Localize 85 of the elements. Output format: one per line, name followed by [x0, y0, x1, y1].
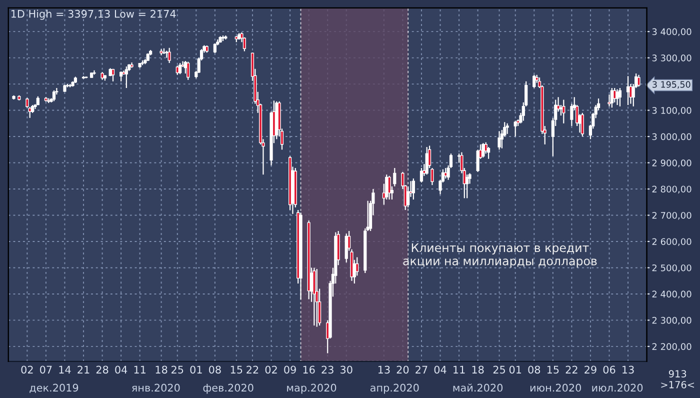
x-tick-label: 15	[547, 366, 559, 374]
x-tick-label: 02	[265, 366, 277, 374]
y-tick-label: 3 400,00	[652, 28, 692, 36]
x-tick-label: 09	[284, 366, 296, 374]
x-tick-label: 29	[584, 366, 596, 374]
x2-tick-label: янв.2020	[132, 384, 180, 392]
x-tick-label: 18	[472, 366, 484, 374]
x-tick-label: 13	[622, 366, 634, 374]
candlestick	[168, 47, 171, 64]
candlestick	[580, 112, 584, 138]
x-tick-label: 14	[59, 366, 71, 374]
candlestick	[486, 146, 490, 160]
x2-tick-label: май.2020	[453, 384, 503, 392]
x-tick-label: 16	[303, 366, 315, 374]
x-tick-label: 04	[115, 366, 128, 374]
candlestick	[532, 74, 536, 89]
candlestick	[412, 178, 415, 200]
chart-title: 1D High = 3397,13 Low = 2174	[11, 10, 176, 20]
candlestick	[514, 120, 517, 138]
x-tick-label: 06	[603, 366, 616, 374]
y-tick-label: 2 500,00	[652, 264, 692, 272]
y-tick-label: 2 400,00	[652, 290, 692, 298]
candlestick	[616, 88, 619, 106]
x-tick-label: 11	[134, 366, 146, 374]
x2-tick-label: июн.2020	[530, 384, 581, 392]
y-tick-label: 3 100,00	[652, 107, 692, 115]
candlestick	[506, 122, 509, 134]
y-tick-label: 2 900,00	[652, 159, 692, 168]
candlestick	[562, 99, 566, 124]
candlestick	[242, 36, 246, 52]
x-tick-label: 21	[78, 366, 90, 374]
x2-tick-label: июл.2020	[592, 384, 643, 392]
x-tick-label: 08	[528, 366, 540, 374]
x-tick-label: 11	[454, 366, 465, 374]
candlestick	[393, 167, 396, 187]
candlestick	[124, 66, 128, 89]
y-tick-label: 2 700,00	[652, 212, 692, 220]
candlestick	[111, 68, 115, 82]
x-tick-label: 01	[190, 366, 202, 374]
candlestick	[444, 167, 448, 180]
candlestick	[312, 267, 316, 326]
candlestick	[92, 70, 96, 76]
x-tick-label: 02	[21, 366, 33, 374]
x2-tick-label: фев.2020	[203, 384, 254, 394]
x-tick-label: 08	[209, 366, 221, 374]
x-tick-label: 25	[493, 366, 505, 374]
x2-tick-label: мар.2020	[287, 384, 336, 394]
x-tick-label: 22	[566, 366, 578, 374]
x-tick-label: 22	[246, 366, 258, 374]
y-tick-label: 2 600,00	[652, 238, 692, 246]
candlestick	[52, 90, 56, 102]
candlestick	[637, 74, 640, 88]
candlestick	[26, 97, 29, 108]
x-tick-label: 18	[156, 366, 168, 374]
annotation: 3 195,50	[652, 81, 690, 89]
y-tick-label: 2 800,00	[652, 186, 692, 194]
x-tick-label: 28	[96, 366, 108, 374]
y-tick-label: 2 300,00	[652, 316, 692, 325]
candlestick	[315, 268, 318, 328]
candlestick	[186, 61, 190, 80]
x-tick-label: 20	[396, 366, 409, 374]
candlestick	[618, 87, 622, 107]
x-tick-label: 30	[340, 366, 352, 374]
candlestick	[178, 62, 182, 75]
candlestick	[420, 167, 424, 183]
candlestick	[498, 130, 501, 150]
y-tick-label: 3 300,00	[652, 54, 692, 62]
x-tick-label: 01	[509, 366, 522, 374]
x2-tick-label: дек.2019	[30, 384, 78, 393]
candlestick	[388, 175, 391, 200]
y-tick-label: 2 200,00	[652, 343, 692, 351]
x-tick-label: 13	[378, 366, 390, 374]
annotation: Клиенты покупают в кредит акции на миллиарды долларов	[403, 243, 597, 268]
x-tick-label: 07	[40, 366, 52, 374]
candlestick	[482, 142, 485, 158]
x-tick-label: 27	[416, 366, 428, 374]
x-tick-label: 04	[434, 366, 446, 374]
x-tick-label: 23	[322, 366, 334, 374]
y-tick-label: 3 000,00	[652, 133, 692, 142]
candlestick	[430, 167, 434, 186]
x-tick-label: 15	[230, 366, 242, 374]
x-tick-label: 25	[172, 366, 184, 374]
x2-tick-label: апр.2020	[370, 384, 419, 394]
text: 913 >176<	[661, 370, 694, 388]
candlestick	[213, 42, 216, 54]
